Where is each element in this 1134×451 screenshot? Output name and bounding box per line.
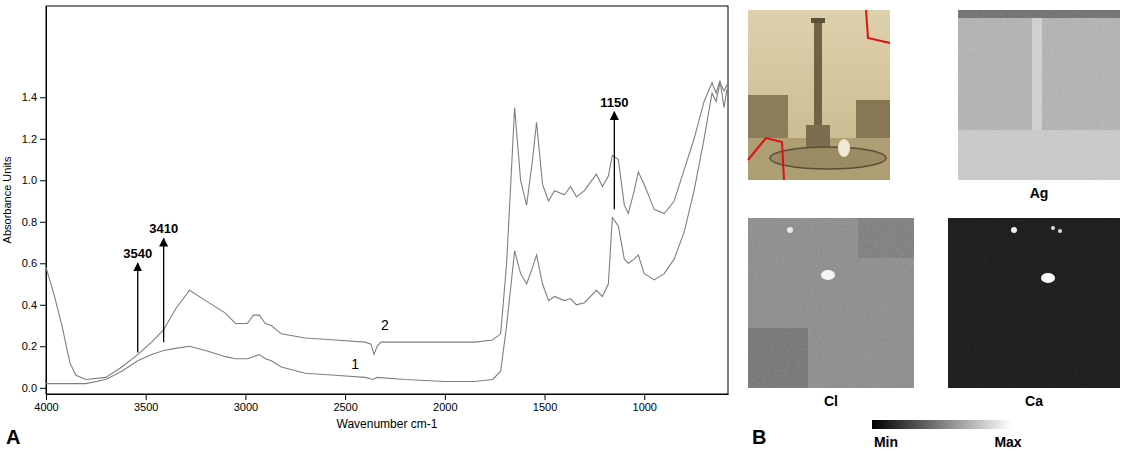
spectrum-line [46,81,727,380]
x-tick: 2000 [433,394,457,413]
y-tick: 1.0 [22,174,46,186]
y-tick-label: 0.6 [22,257,37,269]
curve-label: 2 [381,317,389,333]
y-tick-mark [40,97,46,98]
x-tick: 4000 [34,394,58,413]
map-label: Ca [1025,393,1043,409]
x-axis-title: Wavenumber cm-1 [337,417,438,431]
x-tick: 3000 [234,394,258,413]
map-texture [748,218,914,388]
photo-column-top [811,18,825,23]
x-tick: 2500 [333,394,357,413]
panel-label: A [6,426,20,448]
panel-label: B [752,426,766,448]
y-tick-label: 1.0 [22,174,37,186]
annotations: 3540 3410 1150 [123,95,628,353]
color-scale-min: Min [874,434,898,450]
x-tick-mark [46,394,47,400]
curve-label: 1 [351,356,359,372]
photo-column [814,20,822,135]
y-tick-mark [40,222,46,223]
photo-pedestal [806,125,830,147]
x-tick-label: 2000 [433,401,457,413]
map-background [958,10,1120,180]
y-tick-mark [40,180,46,181]
map-background [948,218,1120,388]
x-tick-label: 1500 [533,401,557,413]
color-scale [872,420,1012,429]
map-texture [958,10,1120,180]
x-axis: 4000 3500 3000 2500 2000 1500 1000 [34,394,728,413]
annotation-label: 3410 [149,221,178,236]
map-label: Cl [824,393,838,409]
x-tick-mark [644,394,645,400]
color-scale-max: Max [994,434,1021,450]
y-tick-mark [40,388,46,389]
y-tick-label: 0.0 [22,382,37,394]
y-tick-label: 1.4 [22,91,37,103]
y-tick-mark [40,139,46,140]
y-tick: 0.8 [22,216,46,228]
element-map [958,10,1120,180]
photo-outline [748,138,784,180]
y-axis: 0.0 0.2 0.4 0.6 0.8 1.0 1.2 1.4 [22,7,47,395]
y-tick: 0.4 [22,299,46,311]
x-tick-label: 4000 [34,401,58,413]
figure: 4000 3500 3000 2500 2000 1500 1000 0.0 0.2 0.4 0.6… [0,0,1134,451]
y-tick: 1.4 [22,91,46,103]
x-tick-mark [345,394,346,400]
annotation-arrow [614,112,615,210]
photo-outline [866,10,890,43]
map-background [748,218,914,388]
y-tick-label: 1.2 [22,133,37,145]
y-axis-line [46,7,47,395]
y-tick-mark [40,305,46,306]
panel-b: Ag Cl Ca Min Max B [748,10,1120,450]
element-map [948,218,1120,388]
x-tick: 3500 [134,394,158,413]
y-tick: 0.2 [22,340,46,352]
y-tick: 1.2 [22,133,46,145]
map-texture [948,218,1120,388]
x-tick-mark [245,394,246,400]
photo-fountain [770,147,886,169]
spectrum-line [46,83,727,384]
y-tick-mark [40,263,46,264]
x-tick-mark [146,394,147,400]
annotation-arrow [163,238,164,342]
x-tick-label: 2500 [333,401,357,413]
x-axis-line [47,394,729,395]
x-tick-label: 1000 [633,401,657,413]
element-map [748,218,914,388]
map-label: Ag [1030,185,1049,201]
annotation-arrow [137,263,138,352]
annotation-label: 1150 [600,95,628,110]
x-tick-mark [445,394,446,400]
y-tick: 0.0 [22,382,46,394]
annotation-label: 3540 [123,246,152,261]
plot-frame [46,6,728,394]
x-tick: 1000 [633,394,657,413]
y-tick-label: 0.8 [22,216,37,228]
x-tick-label: 3500 [134,401,158,413]
y-tick-label: 0.4 [22,299,37,311]
y-tick-label: 0.2 [22,340,37,352]
lines [46,81,727,384]
x-tick-label: 3000 [234,401,258,413]
x-tick: 1500 [533,394,557,413]
y-tick-mark [40,346,46,347]
y-axis-title: Absorbance Units [1,156,13,243]
photo-spray [838,139,850,157]
y-tick: 0.6 [22,257,46,269]
photograph [748,10,890,180]
photo-background [748,10,890,180]
x-tick-mark [545,394,546,400]
